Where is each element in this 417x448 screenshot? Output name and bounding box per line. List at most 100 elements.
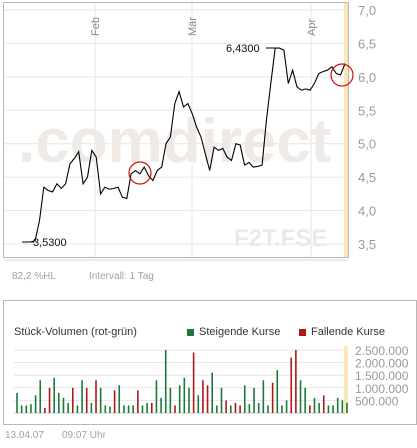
footer-time: 09:07 Uhr [62, 430, 107, 441]
highlight-circles [128, 63, 354, 185]
volume-bar [243, 385, 246, 413]
volume-bar [113, 390, 116, 413]
volume-y-axis: 500.0001.000.0001.500.0002.000.0002.500.… [355, 344, 409, 408]
volume-bar [76, 405, 79, 413]
volume-bar [248, 404, 251, 413]
volume-bar [34, 395, 37, 413]
highlight-circle [330, 63, 354, 87]
volume-bar [71, 387, 74, 413]
volume-bar [127, 405, 130, 413]
low-annotation: 3,5300 [33, 237, 67, 249]
volume-bar [104, 405, 107, 413]
month-label: Apr [306, 19, 318, 36]
volume-bar [234, 402, 237, 413]
volume-bar [141, 405, 144, 413]
volume-bar [99, 387, 102, 413]
volume-bar [178, 385, 181, 413]
volume-bar [202, 380, 204, 413]
volume-bar [169, 387, 172, 413]
volume-tick-label: 500.000 [355, 394, 399, 408]
volume-bar [225, 400, 227, 413]
high-annotation: 6,4300 [226, 43, 260, 55]
volume-bar [16, 392, 18, 413]
volume-bar [192, 352, 195, 413]
volume-bar [109, 406, 111, 413]
y-tick-label: 4,0 [358, 204, 376, 219]
volume-bar [230, 405, 232, 413]
legend-rising-label: Steigende Kurse [199, 326, 280, 338]
volume-bar [309, 405, 311, 413]
volume-bar [327, 405, 330, 413]
highlight-circle [128, 161, 152, 185]
y-tick-label: 7,0 [358, 3, 376, 18]
volume-bar [295, 350, 297, 413]
volume-bar [39, 380, 42, 413]
volume-bar [62, 397, 65, 413]
legend-falling-swatch [299, 329, 306, 336]
volume-bar [332, 405, 334, 413]
legend-falling-label: Fallende Kurse [311, 326, 385, 338]
volume-bar [67, 402, 69, 413]
volume-bar [341, 400, 344, 413]
volume-bars [16, 350, 348, 413]
y-tick-label: 4,5 [358, 170, 376, 185]
interval-label: Intervall: 1 Tag [89, 271, 154, 282]
volume-tick-label: 2.500.000 [355, 344, 409, 358]
y-tick-label: 5,5 [358, 103, 376, 118]
volume-bar [160, 397, 162, 413]
right-highlight-band [344, 3, 348, 257]
volume-bar [281, 405, 283, 413]
watermark-symbol: F2T.FSE [234, 225, 327, 252]
volume-bar [257, 402, 260, 413]
volume-bar [30, 404, 32, 413]
volume-bar [253, 387, 255, 413]
volume-bar [239, 405, 241, 413]
volume-tick-label: 1.500.000 [355, 369, 409, 383]
volume-bar [216, 405, 218, 413]
volume-bar [20, 405, 23, 413]
volume-bar [53, 377, 55, 413]
hl-percentage: 82,2 %HL [12, 271, 56, 282]
volume-highlight-band [344, 346, 348, 414]
volume-bar [146, 402, 148, 413]
y-tick-label: 6,5 [358, 36, 376, 51]
legend-rising-swatch [187, 329, 194, 336]
volume-bar [44, 407, 46, 413]
volume-bar [123, 405, 125, 413]
footer-date: 13.04.07 [5, 430, 44, 441]
price-line [22, 47, 346, 243]
price-panel [3, 2, 349, 258]
volume-bar [290, 357, 293, 413]
volume-bar [90, 402, 93, 413]
volume-bar [58, 392, 60, 413]
volume-grid [14, 349, 348, 414]
volume-bar [137, 390, 139, 413]
volume-bar [211, 372, 214, 413]
volume-bar [276, 370, 279, 413]
volume-bar [267, 405, 269, 413]
y-tick-label: 3,5 [358, 237, 376, 252]
volume-bar [299, 380, 302, 413]
volume-title: Stück-Volumen (rot-grün) [14, 326, 137, 338]
volume-bar [25, 405, 28, 413]
volume-tick-label: 1.000.000 [355, 382, 409, 396]
volume-bar [188, 387, 190, 413]
volume-bar [285, 400, 288, 413]
y-tick-label: 6,0 [358, 70, 376, 85]
volume-bar [197, 395, 200, 413]
volume-bar [206, 385, 209, 413]
volume-bar [313, 397, 316, 413]
volume-bar [81, 380, 83, 413]
volume-bar [155, 380, 158, 413]
volume-bar [150, 402, 153, 413]
volume-bar [271, 382, 274, 413]
volume-bar [85, 387, 88, 413]
volume-tick-label: 2.000.000 [355, 357, 409, 371]
volume-bar [262, 380, 265, 413]
volume-bar [174, 405, 176, 413]
volume-bar [322, 395, 325, 413]
volume-bar [48, 387, 51, 413]
y-tick-label: 5,0 [358, 137, 376, 152]
month-label: Feb [90, 17, 102, 36]
